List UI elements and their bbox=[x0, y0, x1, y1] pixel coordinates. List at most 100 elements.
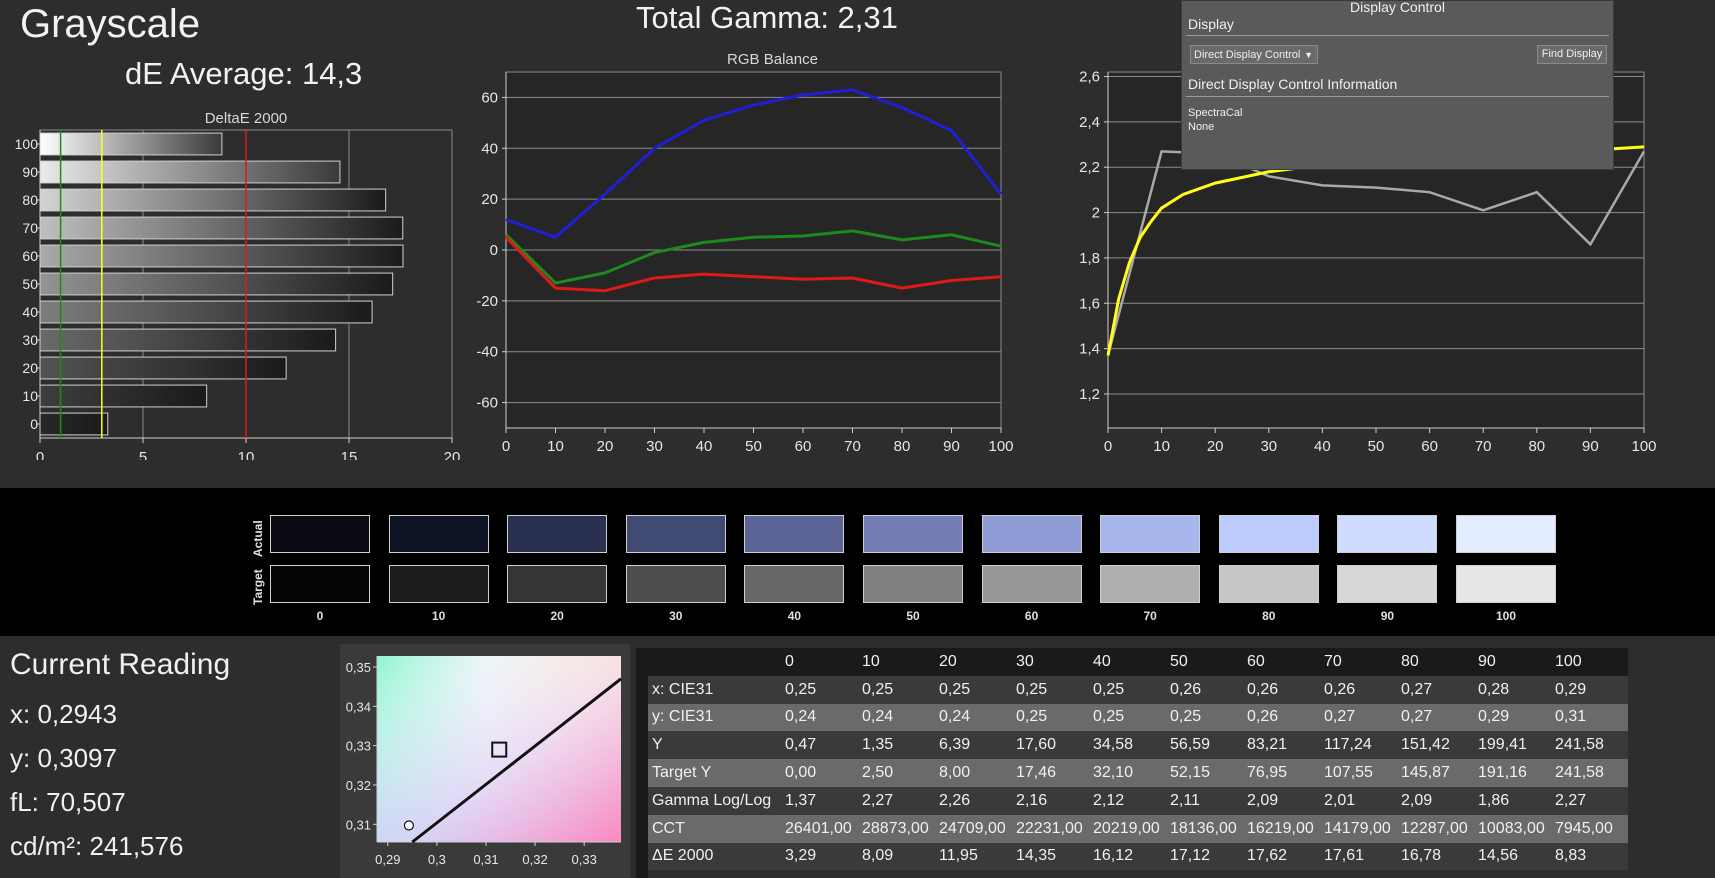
column-header: 90 bbox=[1474, 648, 1551, 676]
table-cell: 76,95 bbox=[1243, 759, 1320, 787]
series-red bbox=[504, 236, 1002, 293]
target-swatch-80 bbox=[1218, 565, 1319, 603]
row-label: y: CIE31 bbox=[648, 703, 781, 732]
x-tick-label: 90 bbox=[1582, 438, 1599, 455]
target-swatch-70 bbox=[1100, 565, 1201, 603]
y-tick-label: 40 bbox=[22, 304, 38, 320]
x-tick-label: 100 bbox=[1631, 438, 1656, 455]
table-row: Gamma Log/Log 1,37 2,27 2,26 2,16 2,12 2,11 2,0… bbox=[648, 786, 1628, 815]
cie-fill bbox=[377, 656, 621, 842]
x-tick-label: 20 bbox=[1207, 438, 1224, 455]
actual-swatch-10 bbox=[388, 515, 489, 553]
table-cell: 2,01 bbox=[1320, 786, 1397, 815]
column-header: 100 bbox=[1551, 648, 1628, 676]
x-tick-label: 10 bbox=[238, 449, 255, 460]
measured-point bbox=[403, 820, 415, 831]
current-reading-title: Current Reading bbox=[10, 648, 231, 681]
info-section-label: Direct Display Control Information bbox=[1188, 76, 1398, 92]
de-average: dE Average: 14,3 bbox=[125, 56, 363, 91]
x-tick-label: 20 bbox=[597, 438, 614, 455]
y-tick-label: 100 bbox=[15, 136, 39, 152]
series-green bbox=[504, 229, 1002, 285]
table-cell: 0,27 bbox=[1397, 703, 1474, 732]
target-swatch-90 bbox=[1337, 565, 1438, 603]
column-header: 20 bbox=[935, 648, 1012, 676]
table-cell: 14,35 bbox=[1012, 842, 1089, 871]
table-cell: 0,25 bbox=[935, 675, 1012, 704]
table-cell: 191,16 bbox=[1474, 759, 1551, 787]
bar-10 bbox=[39, 384, 208, 408]
target-swatch-40 bbox=[744, 565, 845, 603]
swatch-label: 10 bbox=[431, 609, 446, 623]
table-cell: 0,26 bbox=[1166, 675, 1243, 704]
target-swatch-100 bbox=[1456, 565, 1556, 603]
display-section-label: Display bbox=[1188, 16, 1234, 32]
table-cell: 24709,00 bbox=[935, 814, 1012, 843]
bar-60 bbox=[39, 244, 404, 268]
table-cell: 0,24 bbox=[858, 703, 935, 732]
divider bbox=[1186, 96, 1609, 97]
actual-swatch-40 bbox=[744, 515, 845, 553]
table-cell: 0,25 bbox=[781, 675, 858, 704]
table-cell: 52,15 bbox=[1166, 759, 1243, 787]
table-cell: 17,61 bbox=[1320, 842, 1397, 871]
table-cell: 0,47 bbox=[781, 731, 858, 760]
y-tick-label: 0,31 bbox=[346, 817, 371, 832]
swatch-label: 90 bbox=[1380, 609, 1395, 623]
display-control-dialog: Display Control Display Direct Display C… bbox=[1181, 0, 1614, 170]
table-cell: 8,00 bbox=[935, 759, 1012, 787]
x-tick-label: 90 bbox=[943, 438, 960, 455]
row-label: ΔE 2000 bbox=[648, 842, 781, 871]
column-header: 0 bbox=[781, 648, 858, 676]
table-cell: 2,09 bbox=[1243, 786, 1320, 815]
row-label: Y bbox=[648, 731, 781, 760]
bar-30 bbox=[39, 328, 337, 352]
dialog-title: Display Control bbox=[1350, 0, 1445, 15]
table-cell: 0,27 bbox=[1320, 703, 1397, 732]
display-select[interactable]: Direct Display Control ▼ bbox=[1190, 45, 1318, 64]
column-header: 30 bbox=[1012, 648, 1089, 676]
column-header: 40 bbox=[1089, 648, 1166, 676]
table-cell: 117,24 bbox=[1320, 731, 1397, 760]
table-cell: 18136,00 bbox=[1166, 814, 1243, 843]
deltae-chart-title: DeltaE 2000 bbox=[204, 110, 288, 127]
find-display-button[interactable]: Find Display bbox=[1537, 45, 1607, 64]
y-tick-label: 0,34 bbox=[346, 699, 371, 714]
row-label: CCT bbox=[648, 814, 781, 843]
table-cell: 83,21 bbox=[1243, 731, 1320, 760]
info-line-2: None bbox=[1188, 121, 1215, 133]
swatch-label: 20 bbox=[550, 609, 564, 623]
bar-40 bbox=[39, 300, 373, 324]
y-tick-label: 10 bbox=[22, 388, 38, 404]
swatch-band bbox=[0, 488, 1715, 636]
column-header: 10 bbox=[858, 648, 935, 676]
rgb-chart-title: RGB Balance bbox=[727, 51, 818, 68]
table-cell: 7945,00 bbox=[1551, 814, 1628, 843]
x-tick-label: 40 bbox=[1314, 438, 1331, 455]
table-cell: 28873,00 bbox=[858, 814, 935, 843]
table-cell: 0,28 bbox=[1474, 675, 1551, 704]
x-tick-label: 0,33 bbox=[572, 852, 597, 867]
x-tick-label: 80 bbox=[1528, 438, 1545, 455]
table-cell: 0,27 bbox=[1397, 675, 1474, 704]
x-tick-label: 0 bbox=[1104, 438, 1112, 455]
actual-swatch-0 bbox=[270, 515, 370, 553]
table-cell: 2,27 bbox=[858, 786, 935, 815]
display-select-value: Direct Display Control bbox=[1194, 49, 1301, 61]
x-tick-label: 60 bbox=[795, 438, 812, 455]
table-cell: 10083,00 bbox=[1474, 814, 1551, 843]
table-cell: 199,41 bbox=[1474, 731, 1551, 760]
swatch-label: 100 bbox=[1495, 609, 1517, 623]
bar-70 bbox=[39, 216, 404, 240]
y-tick-label: 20 bbox=[22, 360, 38, 376]
y-tick-label: 80 bbox=[22, 192, 38, 208]
swatch-label: 60 bbox=[1024, 609, 1039, 623]
target-swatch-0 bbox=[270, 565, 370, 603]
series-blue bbox=[505, 88, 1003, 239]
table-cell: 0,24 bbox=[781, 703, 858, 732]
x-tick-label: 10 bbox=[547, 438, 564, 455]
reading-cdm: cd/m²: 241,576 bbox=[10, 831, 184, 861]
target-swatch-50 bbox=[863, 565, 963, 603]
actual-swatch-60 bbox=[981, 515, 1082, 553]
